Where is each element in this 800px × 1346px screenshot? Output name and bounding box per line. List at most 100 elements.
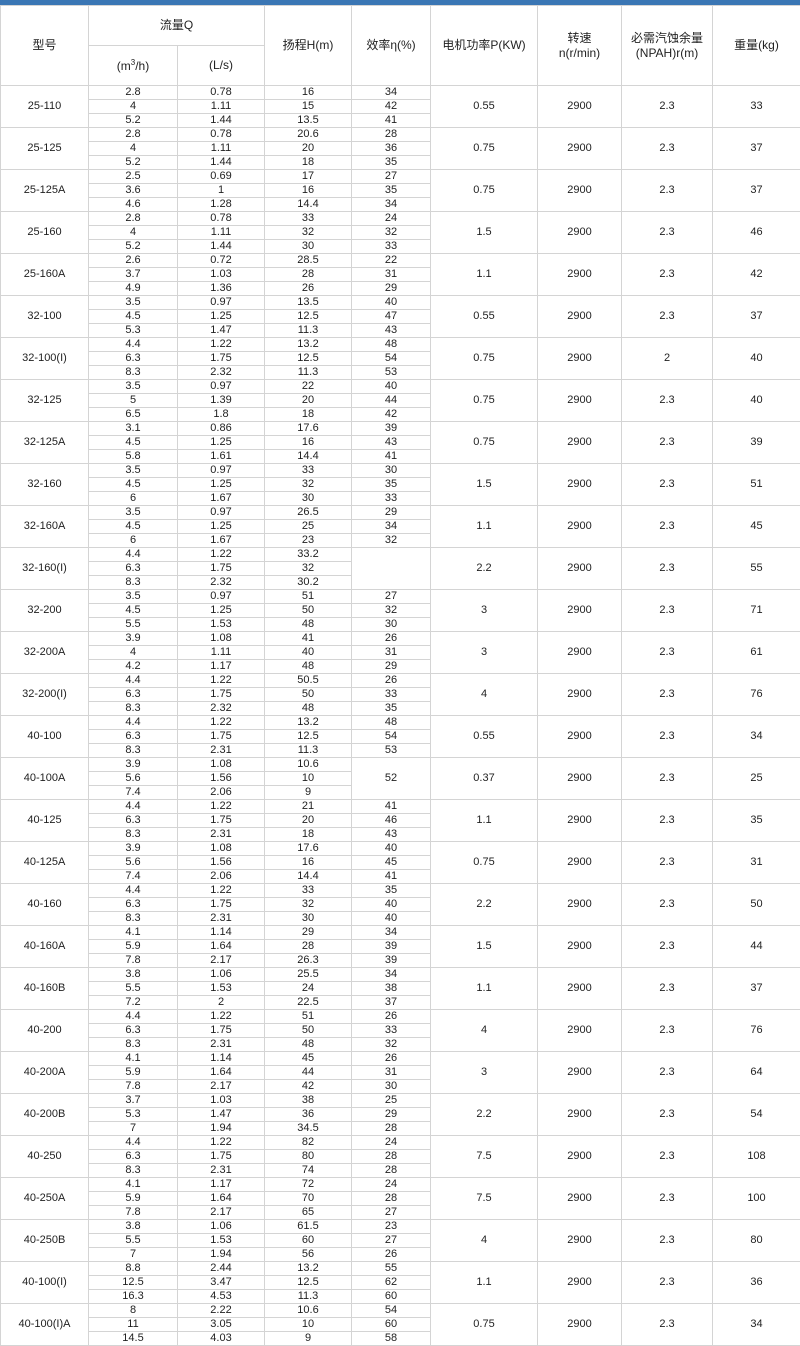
flow-m3h-cell: 4.1: [89, 926, 178, 940]
flow-ls-cell: 1.22: [178, 716, 265, 730]
efficiency-cell: 40: [352, 296, 431, 310]
speed-cell: 2900: [538, 506, 622, 548]
model-cell: 25-110: [1, 86, 89, 128]
flow-m3h-cell: 6.3: [89, 562, 178, 576]
head-cell: 12.5: [265, 730, 352, 744]
npsh-cell: 2.3: [622, 716, 713, 758]
efficiency-cell: 35: [352, 478, 431, 492]
flow-m3h-cell: 4: [89, 100, 178, 114]
header-npsh-line2: (NPAH)r(m): [636, 46, 698, 60]
head-cell: 56: [265, 1248, 352, 1262]
flow-m3h-cell: 3.9: [89, 842, 178, 856]
efficiency-cell: 34: [352, 968, 431, 982]
flow-ls-cell: 1.44: [178, 240, 265, 254]
flow-ls-cell: 1.06: [178, 1220, 265, 1234]
head-cell: 51: [265, 590, 352, 604]
flow-m3h-cell: 7: [89, 1248, 178, 1262]
efficiency-cell: 55: [352, 1262, 431, 1276]
efficiency-cell: 54: [352, 352, 431, 366]
flow-m3h-cell: 8.3: [89, 1038, 178, 1052]
flow-ls-cell: 1.25: [178, 604, 265, 618]
flow-m3h-cell: 4.4: [89, 884, 178, 898]
npsh-cell: 2.3: [622, 128, 713, 170]
model-cell: 40-125A: [1, 842, 89, 884]
head-cell: 16: [265, 856, 352, 870]
flow-ls-cell: 1.17: [178, 1178, 265, 1192]
flow-ls-cell: 1.06: [178, 968, 265, 982]
flow-m3h-cell: 8.3: [89, 744, 178, 758]
weight-cell: 42: [713, 254, 800, 296]
power-cell: 3: [431, 590, 538, 632]
flow-m3h-cell: 5.2: [89, 240, 178, 254]
head-cell: 11.3: [265, 1290, 352, 1304]
flow-m3h-cell: 4.4: [89, 338, 178, 352]
flow-m3h-cell: 3.7: [89, 1094, 178, 1108]
weight-cell: 80: [713, 1220, 800, 1262]
flow-m3h-cell: 4.4: [89, 674, 178, 688]
flow-ls-cell: 2.44: [178, 1262, 265, 1276]
efficiency-cell: 45: [352, 856, 431, 870]
efficiency-cell: 33: [352, 492, 431, 506]
flow-ls-cell: 1.22: [178, 884, 265, 898]
efficiency-cell: 40: [352, 380, 431, 394]
efficiency-cell: 30: [352, 464, 431, 478]
model-cell: 40-200: [1, 1010, 89, 1052]
weight-cell: 39: [713, 422, 800, 464]
power-cell: 0.75: [431, 170, 538, 212]
flow-ls-cell: 1.08: [178, 758, 265, 772]
header-flow-group: 流量Q: [89, 6, 265, 46]
head-cell: 13.2: [265, 1262, 352, 1276]
header-flow-m3h: (m3/h): [89, 46, 178, 86]
efficiency-cell: 22: [352, 254, 431, 268]
flow-ls-cell: 1: [178, 184, 265, 198]
efficiency-cell: 35: [352, 702, 431, 716]
npsh-cell: 2.3: [622, 1304, 713, 1346]
efficiency-cell: 29: [352, 660, 431, 674]
efficiency-cell: 32: [352, 1038, 431, 1052]
efficiency-cell: 28: [352, 1192, 431, 1206]
speed-cell: 2900: [538, 1094, 622, 1136]
efficiency-cell: 58: [352, 1332, 431, 1346]
flow-m3h-cell: 8.3: [89, 1164, 178, 1178]
head-cell: 11.3: [265, 366, 352, 380]
npsh-cell: 2.3: [622, 506, 713, 548]
model-cell: 40-200A: [1, 1052, 89, 1094]
head-cell: 28: [265, 268, 352, 282]
speed-cell: 2900: [538, 590, 622, 632]
efficiency-cell: 31: [352, 646, 431, 660]
model-cell: 40-100: [1, 716, 89, 758]
model-cell: 32-125A: [1, 422, 89, 464]
flow-ls-cell: 1.47: [178, 1108, 265, 1122]
power-cell: 2.2: [431, 548, 538, 590]
speed-cell: 2900: [538, 422, 622, 464]
head-cell: 80: [265, 1150, 352, 1164]
weight-cell: 55: [713, 548, 800, 590]
head-cell: 13.2: [265, 338, 352, 352]
header-power: 电机功率P(KW): [431, 6, 538, 86]
efficiency-cell: 35: [352, 184, 431, 198]
flow-ls-cell: 2.06: [178, 870, 265, 884]
speed-cell: 2900: [538, 1052, 622, 1094]
efficiency-cell: 27: [352, 170, 431, 184]
flow-ls-cell: 1.22: [178, 338, 265, 352]
head-cell: 24: [265, 982, 352, 996]
head-cell: 22.5: [265, 996, 352, 1010]
flow-m3h-cell: 4.6: [89, 198, 178, 212]
head-cell: 50: [265, 604, 352, 618]
weight-cell: 37: [713, 170, 800, 212]
power-cell: 1.1: [431, 968, 538, 1010]
efficiency-cell: 34: [352, 86, 431, 100]
head-cell: 12.5: [265, 352, 352, 366]
flow-m3h-cell: 8.3: [89, 702, 178, 716]
header-speed-line2: n(r/min): [559, 46, 600, 60]
speed-cell: 2900: [538, 632, 622, 674]
head-cell: 30.2: [265, 576, 352, 590]
